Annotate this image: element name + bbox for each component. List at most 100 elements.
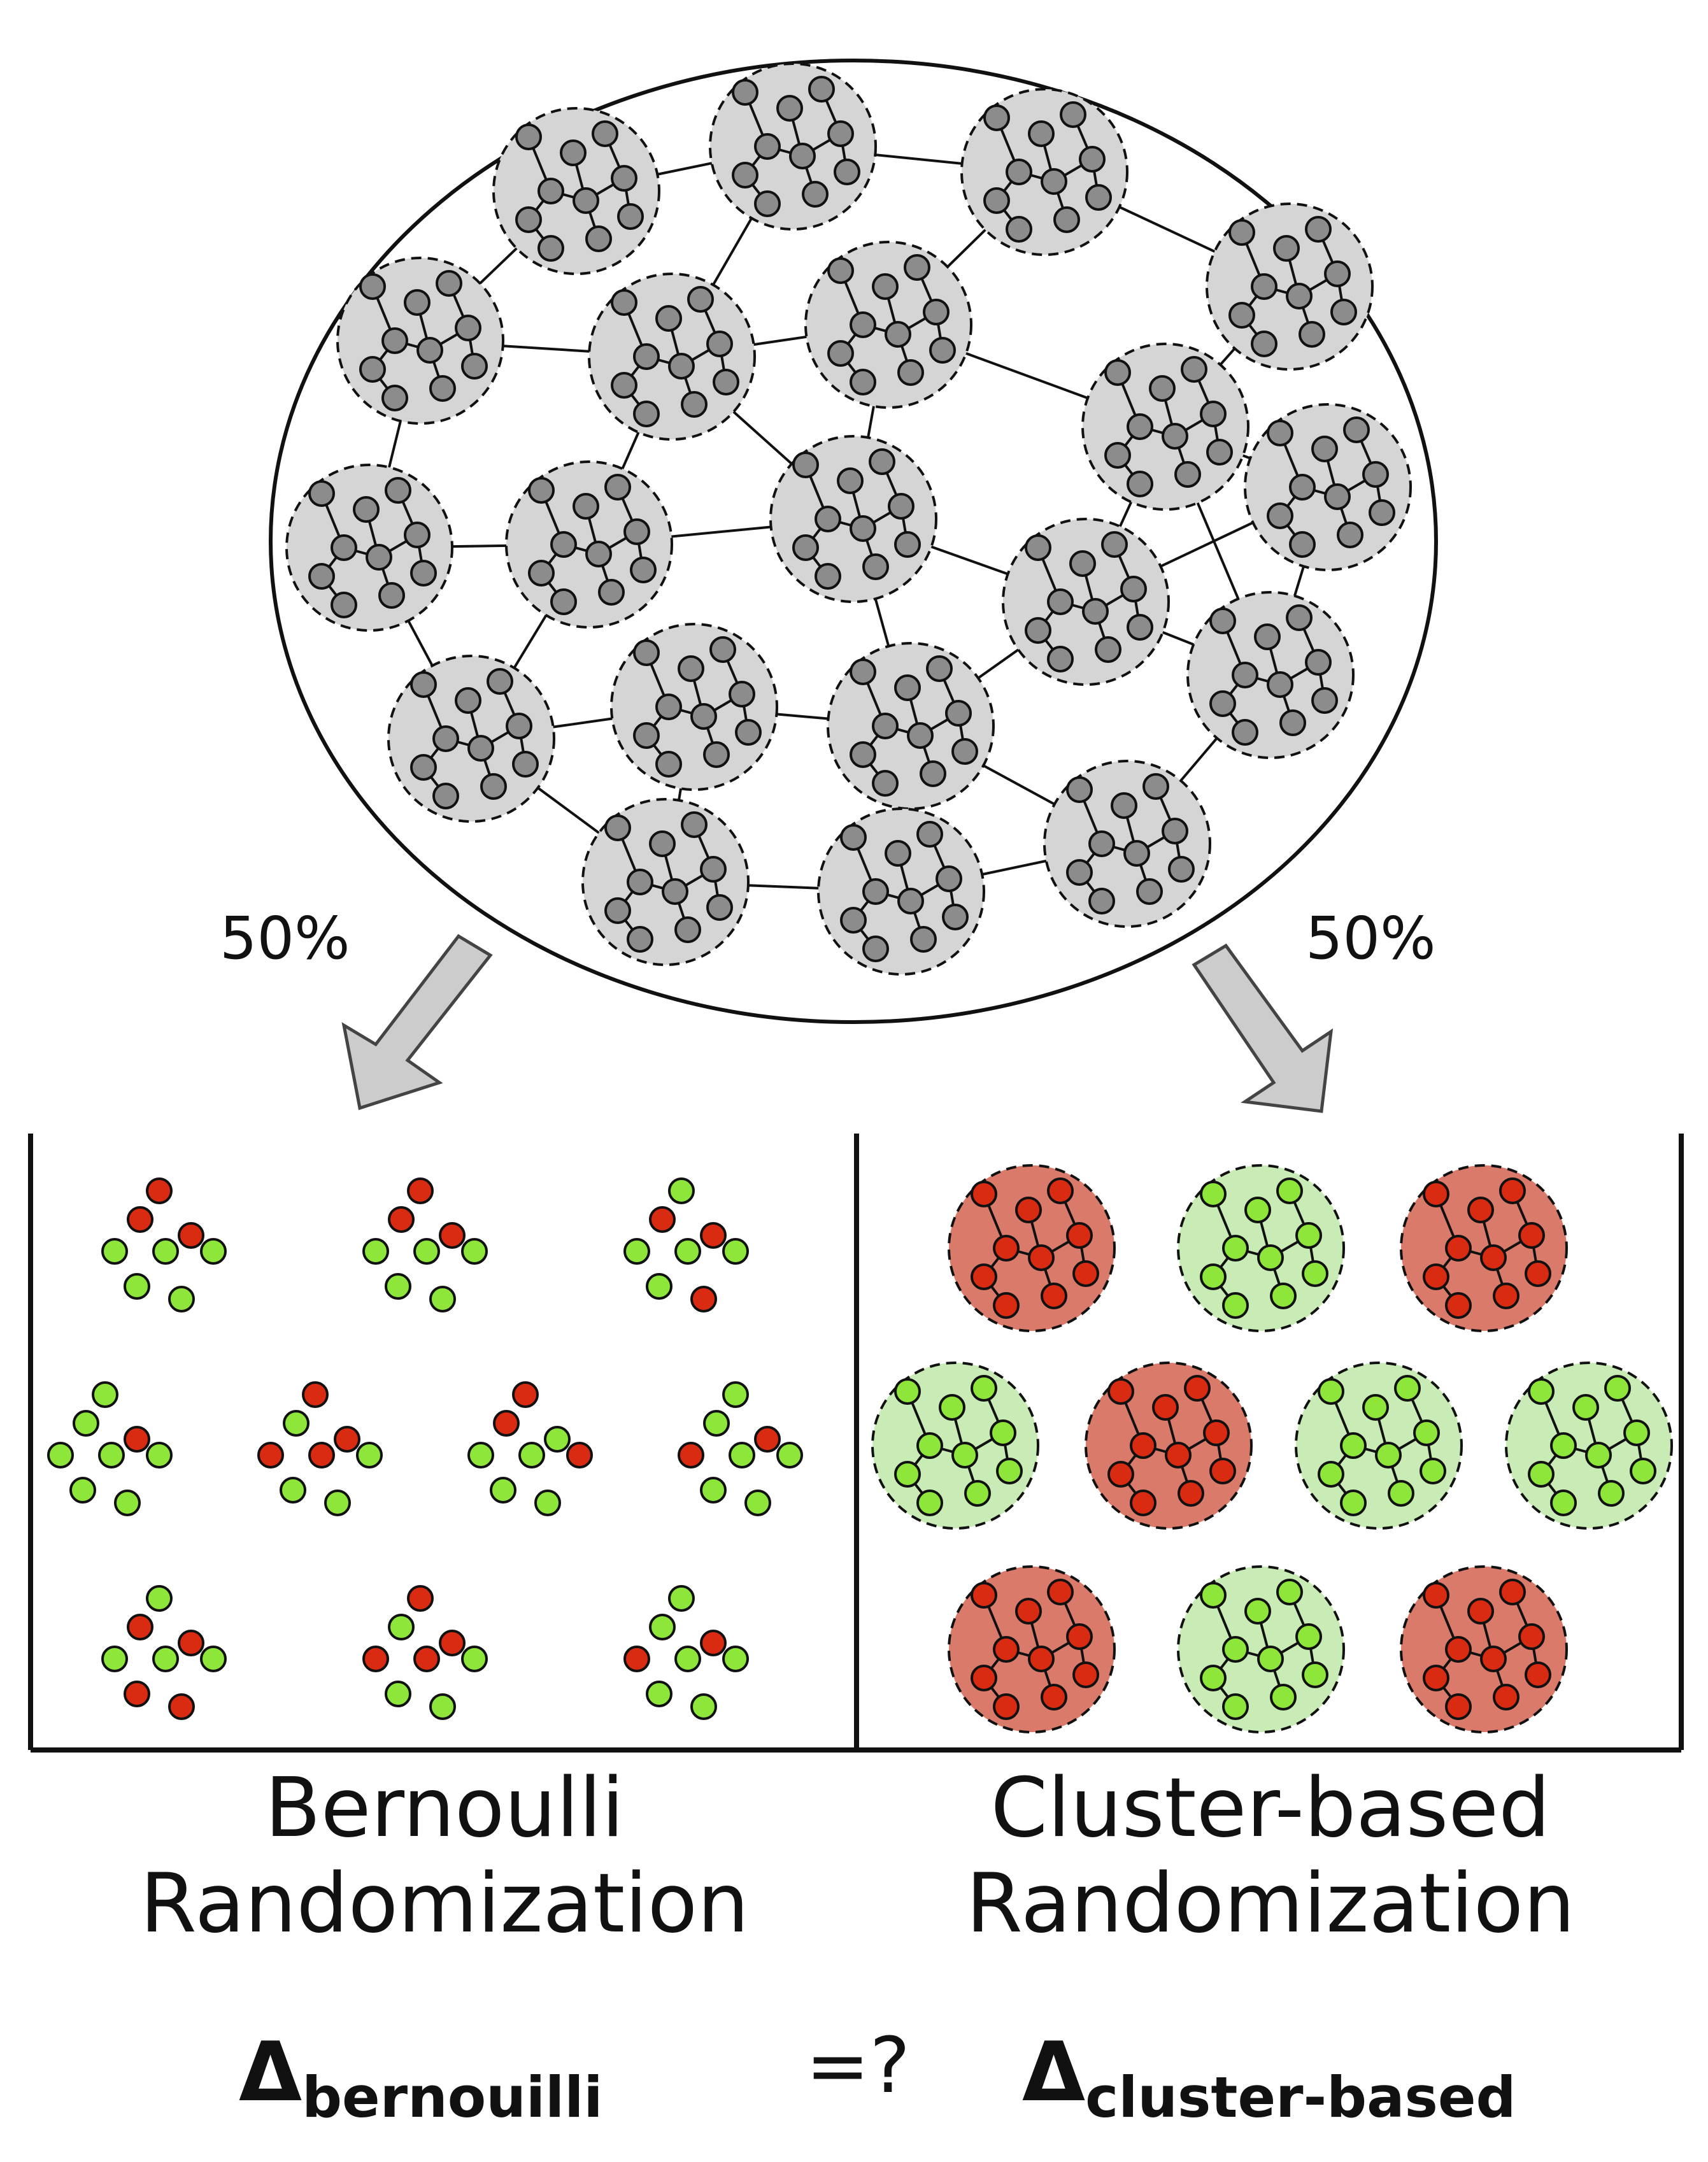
network-node <box>1279 709 1306 736</box>
network-node <box>1289 474 1316 501</box>
network-node <box>1330 299 1357 325</box>
network-node <box>993 1292 1020 1319</box>
network-node <box>528 560 555 587</box>
bernoulli-group <box>362 1177 488 1312</box>
network-node <box>1445 1235 1472 1262</box>
network-node <box>1343 416 1370 443</box>
network-node <box>611 372 637 399</box>
network-node <box>1165 1442 1192 1469</box>
cluster-caption: Cluster-based Randomization <box>888 1761 1653 1952</box>
network-node <box>1209 1458 1236 1484</box>
network-node <box>1222 1235 1249 1262</box>
network-node <box>1289 531 1316 558</box>
network-node <box>850 369 876 395</box>
network-node <box>1127 413 1153 440</box>
network-cluster <box>709 62 877 231</box>
network-node <box>1200 1665 1227 1691</box>
network-node <box>331 534 357 561</box>
treated-cluster <box>1085 1362 1253 1530</box>
network-node <box>1066 859 1093 886</box>
network-node <box>888 493 914 520</box>
network-node <box>703 741 730 768</box>
network-node <box>1136 878 1163 905</box>
bernoulli-node <box>302 1381 329 1408</box>
network-node <box>1088 888 1115 914</box>
network-cluster <box>492 107 660 275</box>
network-node <box>850 515 876 542</box>
network-node <box>850 741 876 768</box>
bernoulli-node <box>146 1585 173 1612</box>
bernoulli-group <box>101 1585 227 1720</box>
network-node <box>1206 439 1233 466</box>
network-node <box>1060 101 1086 128</box>
bernoulli-node <box>544 1426 571 1453</box>
network-node <box>1072 1260 1099 1287</box>
control-cluster <box>1505 1362 1673 1530</box>
network-node <box>827 257 854 284</box>
network-node <box>1232 662 1258 688</box>
network-node <box>802 181 829 208</box>
network-node <box>1203 1419 1230 1446</box>
network-node <box>815 506 841 532</box>
network-node <box>630 557 657 583</box>
network-node <box>1168 856 1195 883</box>
network-node <box>1375 1442 1402 1469</box>
bernoulli-node <box>722 1381 749 1408</box>
network-node <box>1047 588 1074 615</box>
network-node <box>1228 302 1255 329</box>
bernoulli-node <box>407 1585 434 1612</box>
bernoulli-caption-line2: Randomization <box>139 1856 750 1951</box>
network-node <box>827 340 854 367</box>
bernoulli-node <box>413 1238 440 1265</box>
network-node <box>1302 1661 1328 1688</box>
network-node <box>410 754 437 781</box>
bernoulli-node <box>700 1477 727 1504</box>
bernoulli-group <box>47 1381 173 1516</box>
network-node <box>366 544 392 571</box>
network-node <box>1222 1636 1249 1663</box>
network-node <box>1120 576 1147 602</box>
network-node <box>1028 1244 1055 1271</box>
network-node <box>1107 1461 1134 1488</box>
bernoulli-node <box>152 1646 179 1672</box>
network-node <box>506 713 532 739</box>
network-node <box>1598 1480 1625 1507</box>
delta-subscript-left: bernouilli <box>302 2065 603 2130</box>
bernoulli-node <box>566 1442 593 1469</box>
bernoulli-group <box>678 1381 803 1516</box>
network-node <box>971 1665 997 1691</box>
network-node <box>1228 219 1255 246</box>
network-node <box>649 830 676 857</box>
network-node <box>416 337 443 364</box>
network-node <box>381 327 408 354</box>
network-node <box>709 636 736 663</box>
network-node <box>487 668 513 695</box>
network-node <box>1305 216 1332 243</box>
network-node <box>1251 331 1277 357</box>
network-node <box>1480 1646 1507 1672</box>
network-node <box>404 522 431 548</box>
network-node <box>1162 818 1188 844</box>
network-node <box>1518 1222 1545 1249</box>
treated-cluster <box>948 1164 1116 1332</box>
delta-symbol-left: Δ <box>239 2025 302 2120</box>
split-left-percent: 50% <box>220 904 350 972</box>
network-node <box>633 343 660 370</box>
network-node <box>1101 531 1128 558</box>
network-node <box>1104 359 1131 386</box>
network-node <box>1423 1181 1449 1207</box>
network-node <box>993 1235 1020 1262</box>
network-node <box>480 773 507 800</box>
network-cluster <box>581 798 750 966</box>
network-node <box>432 783 459 809</box>
network-node <box>1095 636 1121 663</box>
bernoulli-group <box>362 1585 488 1720</box>
network-node <box>1127 614 1153 641</box>
network-node <box>732 162 758 188</box>
bernoulli-node <box>678 1442 704 1469</box>
bernoulli-node <box>490 1477 516 1504</box>
network-node <box>872 713 899 739</box>
network-node <box>840 824 867 851</box>
network-node <box>983 187 1010 214</box>
network-node <box>1088 830 1115 857</box>
